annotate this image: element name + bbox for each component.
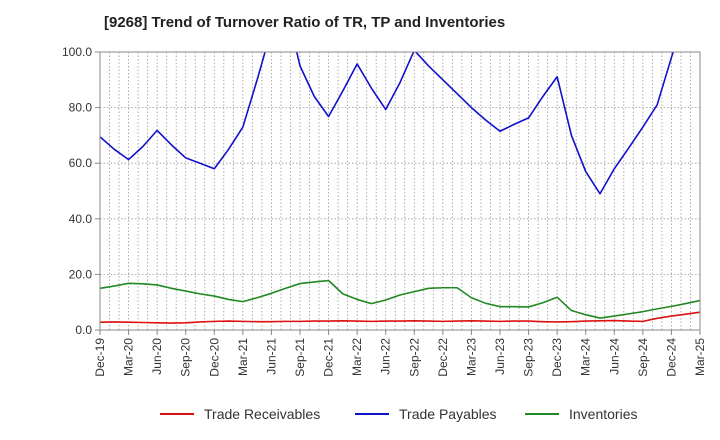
x-axis-ticks: Dec-19 Mar-20 Jun-20 Sep-20 Dec-20 Mar-21 Jun-…	[93, 330, 707, 377]
x-tick-label: Mar-24	[579, 338, 593, 376]
legend-label-trade-payables: Trade Payables	[399, 406, 497, 422]
x-tick-label: Jun-23	[493, 338, 507, 375]
y-tick-label: 60.0	[69, 156, 93, 170]
y-axis-ticks: 0.0 20.0 40.0 60.0 80.0 100.0	[62, 45, 100, 337]
x-tick-label: Jun-22	[379, 338, 393, 375]
x-tick-label: Mar-22	[350, 338, 364, 376]
x-tick-label: Jun-20	[150, 338, 164, 375]
x-tick-label: Dec-22	[436, 338, 450, 377]
plot-frame	[99, 51, 701, 331]
x-tick-label: Dec-20	[207, 338, 221, 377]
x-tick-label: Jun-21	[264, 338, 278, 375]
y-tick-label: 20.0	[69, 267, 93, 281]
x-tick-label: Mar-21	[236, 338, 250, 376]
x-tick-label: Dec-24	[664, 338, 678, 377]
legend-label-trade-receivables: Trade Receivables	[204, 406, 320, 422]
legend: Trade Receivables Trade Payables Inventori…	[160, 406, 637, 422]
series-line-trade-payables	[100, 52, 674, 195]
x-tick-label: Mar-20	[122, 338, 136, 376]
x-tick-label: Dec-19	[93, 338, 107, 377]
x-tick-label: Sep-21	[293, 338, 307, 377]
x-tick-label: Mar-25	[693, 338, 707, 376]
x-tick-label: Jun-24	[607, 338, 621, 375]
x-tick-label: Dec-21	[322, 338, 336, 377]
series-lines	[100, 52, 700, 324]
x-tick-label: Sep-20	[179, 338, 193, 377]
y-tick-label: 100.0	[62, 45, 92, 59]
x-tick-label: Dec-23	[550, 338, 564, 377]
y-tick-label: 80.0	[69, 101, 93, 115]
plot-border	[99, 51, 701, 331]
x-tick-label: Sep-23	[522, 338, 536, 377]
x-tick-label: Sep-24	[636, 338, 650, 377]
y-tick-label: 0.0	[75, 323, 92, 337]
x-tick-label: Sep-22	[407, 338, 421, 377]
legend-label-inventories: Inventories	[569, 406, 637, 422]
x-tick-label: Mar-23	[464, 338, 478, 376]
series-line-inventories	[100, 279, 700, 319]
y-tick-label: 40.0	[69, 212, 93, 226]
chart-title: [9268] Trend of Turnover Ratio of TR, TP…	[104, 14, 506, 31]
series-line-trade-receivables	[100, 311, 700, 324]
grid-lines	[100, 51, 700, 330]
